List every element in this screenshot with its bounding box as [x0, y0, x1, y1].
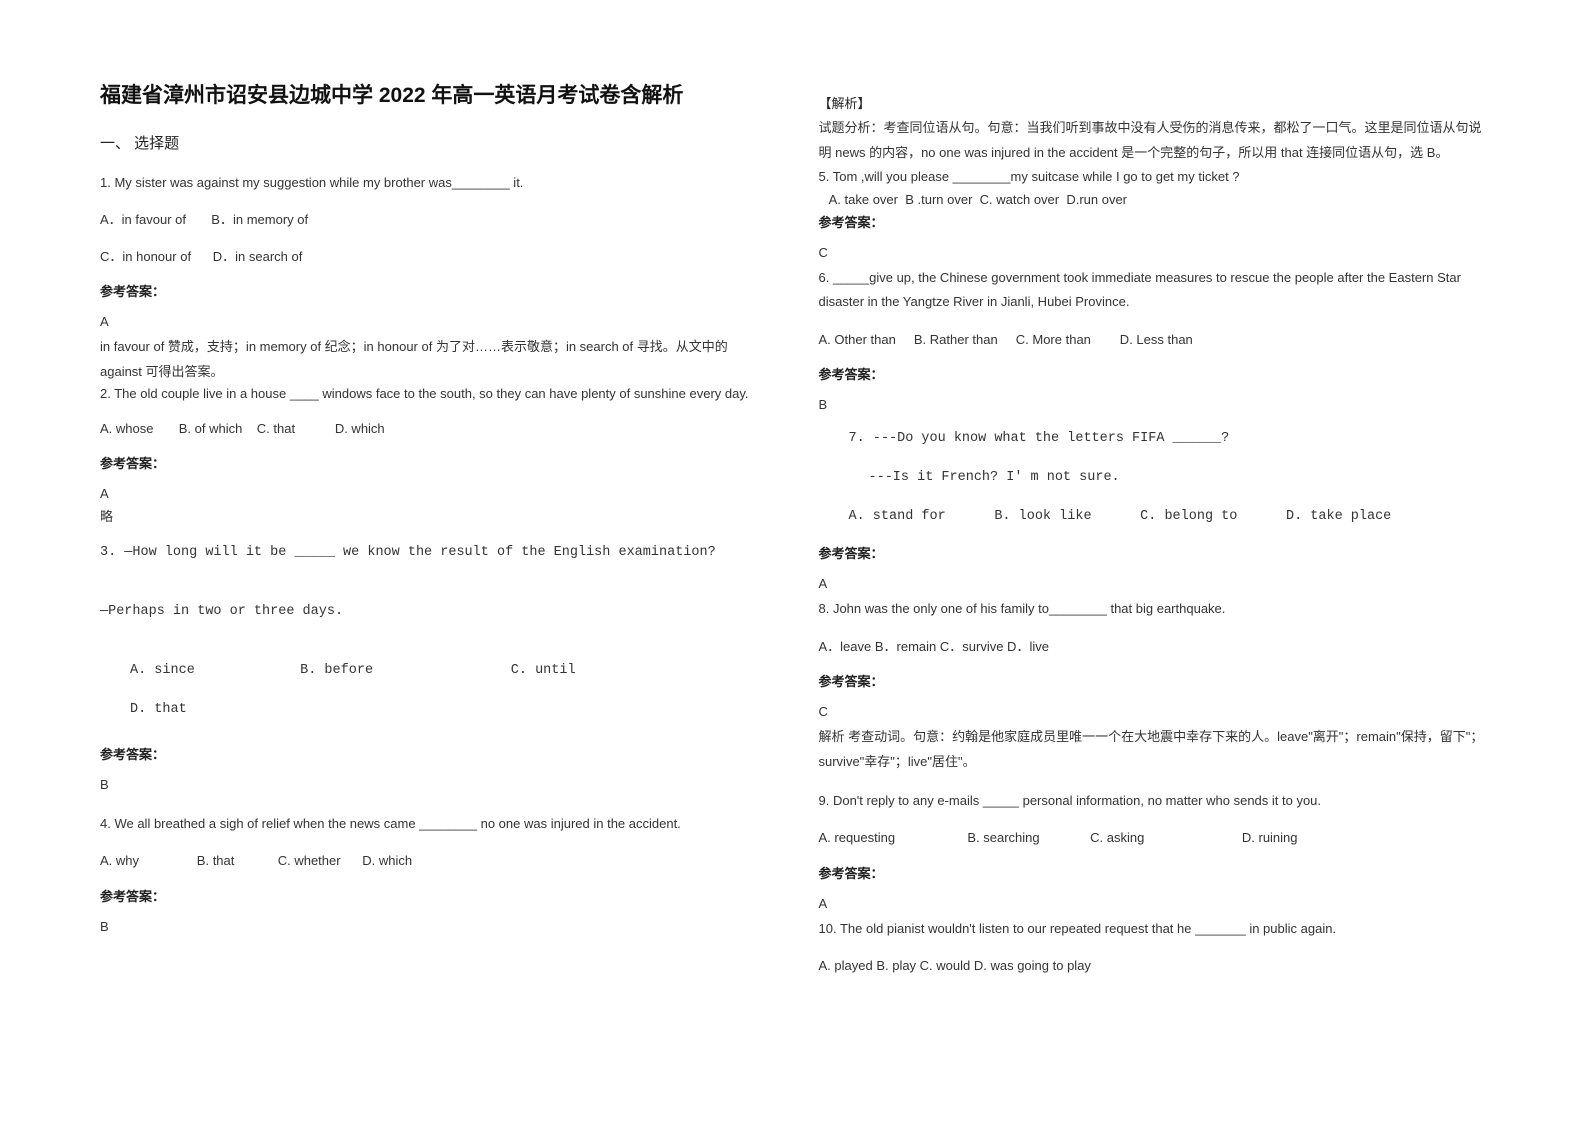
q2-answer-label: 参考答案：	[100, 453, 769, 472]
q3-options-1: A. since B. before C. until	[100, 658, 769, 684]
left-column: 福建省漳州市诏安县边城中学 2022 年高一英语月考试卷含解析 一、 选择题 1…	[100, 80, 819, 1082]
q4-answer: B	[100, 919, 769, 934]
section-heading: 一、 选择题	[100, 132, 769, 153]
q2-skip: 略	[100, 507, 769, 527]
right-column: 【解析】 试题分析：考查同位语从句。句意：当我们听到事故中没有人受伤的消息传来，…	[819, 80, 1538, 1082]
q8-options: A．leave B．remain C．survive D．live	[819, 635, 1488, 658]
q1-optC: C．in honour of	[100, 249, 191, 264]
q3-stem1: 3. —How long will it be _____ we know th…	[100, 540, 769, 566]
q7-stem2: ---Is it French? I' m not sure.	[819, 465, 1488, 491]
q6-stem: 6. _____give up, the Chinese government …	[819, 266, 1488, 315]
q4-answer-label: 参考答案：	[100, 886, 769, 905]
q5-answer-label: 参考答案：	[819, 212, 1488, 231]
q1-options-row2: C．in honour of D．in search of	[100, 245, 769, 268]
q6-answer-label: 参考答案：	[819, 364, 1488, 383]
q1-stem: 1. My sister was against my suggestion w…	[100, 171, 769, 196]
q3-stem2: —Perhaps in two or three days.	[100, 599, 769, 625]
analysis-text: 试题分析：考查同位语从句。句意：当我们听到事故中没有人受伤的消息传来，都松了一口…	[819, 116, 1488, 165]
q10-stem: 10. The old pianist wouldn't listen to o…	[819, 917, 1488, 942]
q8-stem: 8. John was the only one of his family t…	[819, 597, 1488, 622]
q7-answer: A	[819, 576, 1488, 591]
analysis-label: 【解析】	[819, 93, 1488, 112]
q6-options: A. Other than B. Rather than C. More tha…	[819, 328, 1488, 351]
q2-options: A. whose B. of which C. that D. which	[100, 417, 769, 440]
q7-stem1: 7. ---Do you know what the letters FIFA …	[819, 426, 1488, 452]
q8-answer-label: 参考答案：	[819, 671, 1488, 690]
q1-optA: A．in favour of	[100, 212, 186, 227]
q1-optB: B．in memory of	[211, 212, 308, 227]
q1-answer-label: 参考答案：	[100, 281, 769, 300]
page-root: 福建省漳州市诏安县边城中学 2022 年高一英语月考试卷含解析 一、 选择题 1…	[0, 0, 1587, 1122]
q9-stem: 9. Don't reply to any e-mails _____ pers…	[819, 789, 1488, 814]
q3-options-2: D. that	[100, 697, 769, 723]
q7-answer-label: 参考答案：	[819, 543, 1488, 562]
q1-answer: A	[100, 314, 769, 329]
q8-explain: 解析 考查动词。句意：约翰是他家庭成员里唯一一个在大地震中幸存下来的人。leav…	[819, 725, 1488, 774]
q3-answer-label: 参考答案：	[100, 744, 769, 763]
q3-answer: B	[100, 777, 769, 792]
q1-explain: in favour of 赞成，支持；in memory of 纪念；in ho…	[100, 335, 769, 384]
q8-answer: C	[819, 704, 1488, 719]
q2-answer: A	[100, 486, 769, 501]
q5-stem: 5. Tom ,will you please ________my suitc…	[819, 165, 1488, 190]
q9-answer-label: 参考答案：	[819, 863, 1488, 882]
q9-options: A. requesting B. searching C. asking D. …	[819, 826, 1488, 849]
q1-options-row1: A．in favour of B．in memory of	[100, 208, 769, 231]
q2-stem: 2. The old couple live in a house ____ w…	[100, 384, 769, 404]
q6-answer: B	[819, 397, 1488, 412]
q5-answer: C	[819, 245, 1488, 260]
q7-options: A. stand for B. look like C. belong to D…	[819, 504, 1488, 530]
q9-answer: A	[819, 896, 1488, 911]
q5-options: A. take over B .turn over C. watch over …	[819, 190, 1488, 210]
q1-optD: D．in search of	[213, 249, 303, 264]
q10-options: A. played B. play C. would D. was going …	[819, 954, 1488, 977]
exam-title: 福建省漳州市诏安县边城中学 2022 年高一英语月考试卷含解析	[100, 80, 769, 112]
q4-options: A. why B. that C. whether D. which	[100, 849, 769, 872]
q4-stem: 4. We all breathed a sigh of relief when…	[100, 812, 769, 837]
